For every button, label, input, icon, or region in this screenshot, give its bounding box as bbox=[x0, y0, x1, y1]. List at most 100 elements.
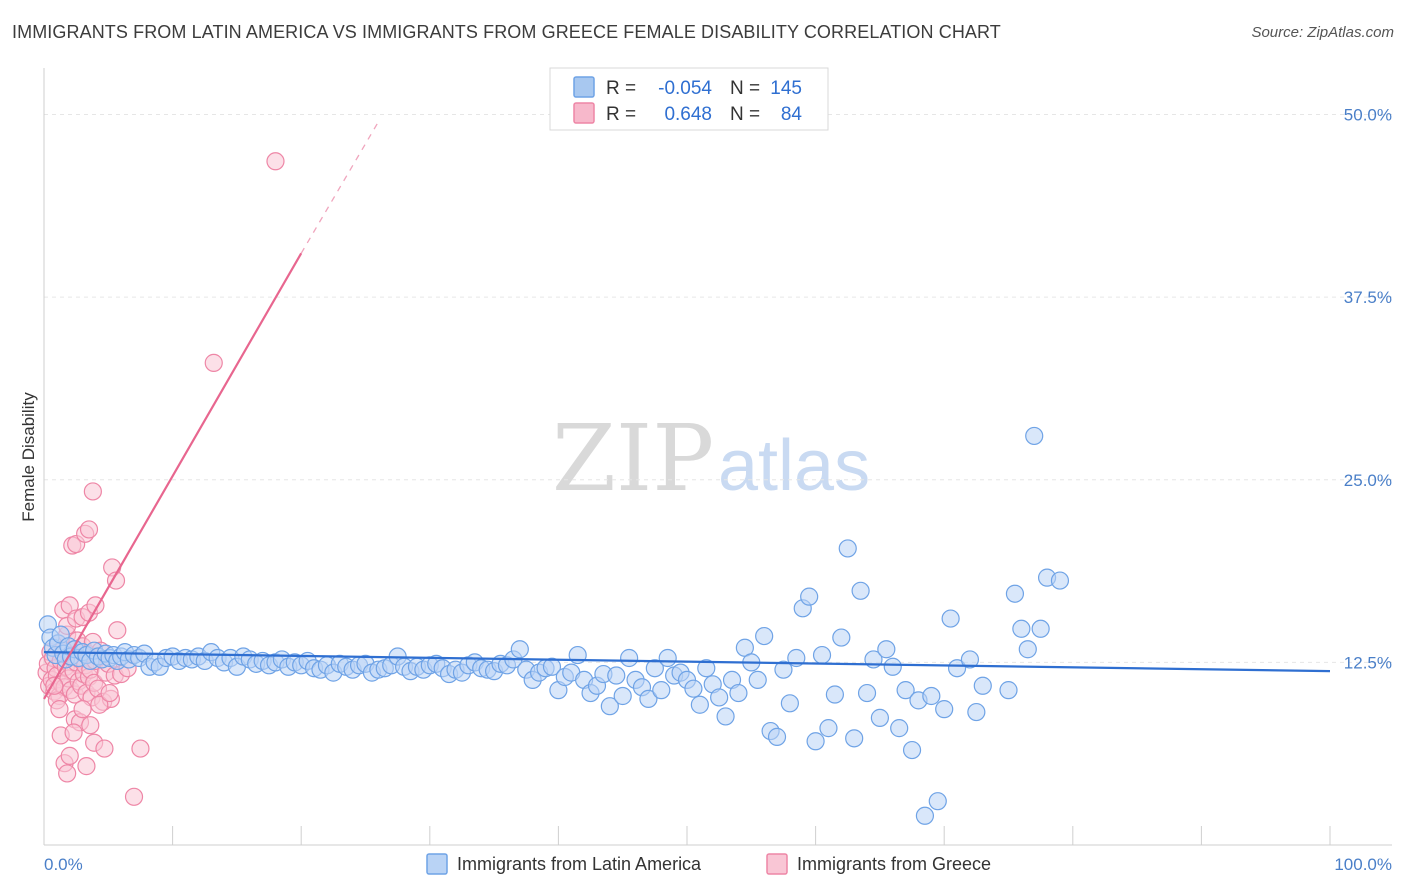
scatter-point bbox=[767, 727, 787, 746]
scatter-point bbox=[922, 686, 941, 706]
scatter-point bbox=[73, 700, 92, 719]
scatter-point bbox=[542, 657, 562, 676]
scatter-point bbox=[819, 719, 838, 738]
y-tick-label: 12.5% bbox=[1344, 653, 1392, 672]
legend-n-value-0: 145 bbox=[770, 78, 802, 99]
scatter-point bbox=[77, 757, 96, 776]
scatter-point bbox=[90, 695, 109, 714]
scatter-point bbox=[690, 695, 709, 714]
source-label: Source: ZipAtlas.com bbox=[1251, 24, 1394, 41]
scatter-point bbox=[83, 482, 102, 501]
legend-r-value-1: 0.648 bbox=[664, 104, 712, 125]
scatter-point bbox=[620, 648, 639, 668]
chart-title: IMMIGRANTS FROM LATIN AMERICA VS IMMIGRA… bbox=[12, 22, 1001, 42]
scatter-point bbox=[266, 152, 285, 171]
series-latin-america-points bbox=[38, 426, 1070, 825]
legend-n-label-0: N = bbox=[730, 78, 760, 99]
scatter-point bbox=[697, 659, 716, 678]
trend-line-greece bbox=[43, 252, 303, 700]
scatter-point bbox=[748, 670, 767, 690]
y-tick-label: 25.0% bbox=[1344, 471, 1392, 490]
scatter-point bbox=[645, 659, 664, 678]
scatter-point bbox=[124, 787, 144, 806]
series-greece-points bbox=[37, 152, 285, 806]
scatter-point bbox=[1018, 640, 1037, 659]
y-tick-label: 37.5% bbox=[1344, 288, 1392, 307]
scatter-point bbox=[1012, 619, 1031, 638]
scatter-point bbox=[58, 764, 77, 783]
bottom-legend-swatch-greece bbox=[766, 853, 788, 875]
legend-r-label-1: R = bbox=[606, 104, 636, 125]
scatter-point bbox=[50, 700, 69, 719]
scatter-point bbox=[935, 700, 954, 719]
scatter-point bbox=[928, 792, 947, 811]
legend-box bbox=[549, 67, 829, 131]
scatter-point bbox=[108, 621, 127, 640]
scatter-point bbox=[999, 681, 1018, 700]
axes bbox=[43, 68, 1392, 846]
scatter-point bbox=[81, 716, 100, 735]
watermark-atlas: atlas bbox=[718, 426, 870, 506]
scatter-point bbox=[1005, 584, 1025, 603]
legend-swatch-latin-america bbox=[573, 76, 595, 98]
legend-n-value-1: 84 bbox=[781, 104, 803, 125]
x-tick-label-100: 100.0% bbox=[1334, 855, 1392, 874]
scatter-point bbox=[684, 679, 703, 698]
trend-line-greece-extension bbox=[300, 121, 379, 254]
scatter-point bbox=[729, 683, 748, 703]
bottom-legend-swatch-latin-america bbox=[426, 853, 448, 875]
scatter-point bbox=[204, 353, 223, 372]
legend-n-label-1: N = bbox=[730, 104, 760, 125]
scatter-point bbox=[600, 697, 619, 716]
scatter-point bbox=[877, 640, 896, 659]
scatter-point bbox=[639, 689, 658, 709]
grid-lines bbox=[44, 114, 1392, 663]
scatter-point bbox=[896, 681, 915, 700]
scatter-point bbox=[774, 660, 793, 679]
legend-swatch-greece bbox=[573, 102, 595, 124]
scatter-point bbox=[947, 659, 967, 678]
scatter-point bbox=[652, 681, 671, 700]
top-legend: R = -0.054 N = 145 R = 0.648 N = 84 bbox=[549, 67, 829, 131]
scatter-point bbox=[915, 806, 935, 825]
scatter-point bbox=[100, 683, 119, 703]
legend-r-label-0: R = bbox=[606, 78, 636, 99]
scatter-point bbox=[710, 688, 729, 707]
scatter-point bbox=[838, 539, 857, 558]
bottom-legend-label-greece: Immigrants from Greece bbox=[797, 854, 991, 874]
scatter-point bbox=[890, 719, 909, 738]
scatter-point bbox=[857, 683, 877, 703]
scatter-point bbox=[780, 694, 799, 713]
scatter-point bbox=[1025, 426, 1044, 446]
scatter-point bbox=[845, 729, 864, 748]
scatter-point bbox=[851, 581, 870, 600]
scatter-point bbox=[131, 739, 150, 758]
scatter-point bbox=[941, 609, 960, 628]
scatter-point bbox=[95, 739, 114, 758]
bottom-legend: Immigrants from Latin America Immigrants… bbox=[426, 853, 991, 875]
scatter-point bbox=[883, 657, 902, 676]
trend-lines bbox=[43, 121, 1331, 700]
scatter-point bbox=[64, 723, 83, 742]
bottom-legend-label-latin-america: Immigrants from Latin America bbox=[457, 854, 702, 874]
x-tick-label-0: 0.0% bbox=[44, 855, 83, 874]
scatter-point bbox=[607, 666, 626, 685]
scatter-point bbox=[806, 732, 825, 751]
scatter-point bbox=[960, 650, 980, 669]
scatter-point bbox=[902, 740, 922, 760]
y-tick-label: 50.0% bbox=[1344, 106, 1392, 125]
scatter-point bbox=[658, 648, 677, 668]
legend-r-value-0: -0.054 bbox=[658, 78, 712, 99]
y-tick-labels: 12.5% 25.0% 37.5% 50.0% bbox=[1344, 106, 1392, 673]
scatter-point bbox=[825, 685, 844, 704]
scatter-point bbox=[1050, 571, 1070, 590]
scatter-point bbox=[870, 708, 890, 727]
scatter-point bbox=[755, 626, 774, 646]
trend-line-latin-america bbox=[43, 651, 1331, 673]
scatter-point bbox=[613, 686, 632, 706]
scatter-point bbox=[60, 746, 79, 765]
y-axis-title: Female Disability bbox=[19, 392, 38, 522]
scatter-point bbox=[967, 702, 986, 722]
scatter-point bbox=[832, 628, 851, 647]
